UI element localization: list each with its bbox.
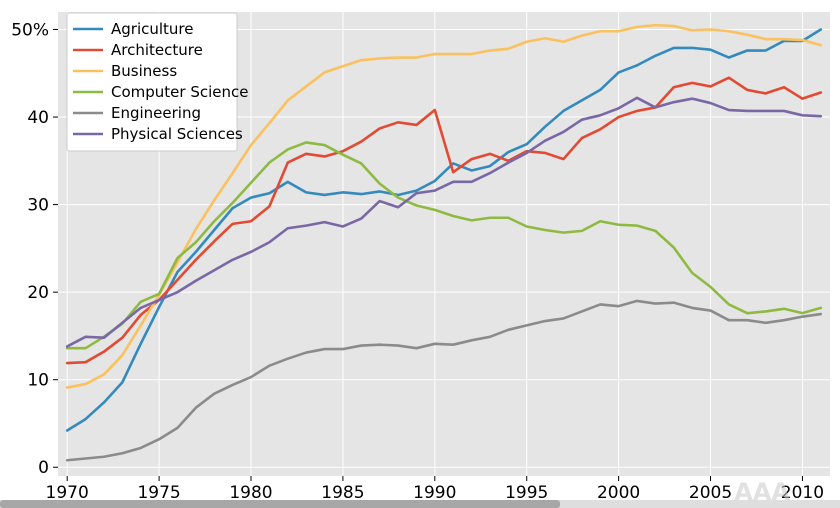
y-tick-label: 30 [27,196,49,216]
legend-label: Business [111,62,177,80]
y-tick-label: 50% [11,21,49,41]
legend-label: Computer Science [111,83,248,101]
y-tick-label: 40 [27,108,49,128]
legend-label: Architecture [111,41,203,59]
chart-container: 1970197519801985199019952000200520100102… [0,0,840,508]
legend-label: Physical Sciences [111,125,243,143]
y-tick-label: 0 [38,458,49,478]
line-chart-svg: 1970197519801985199019952000200520100102… [0,0,840,508]
legend-label: Engineering [111,104,201,122]
legend-label: Agriculture [111,20,194,38]
h-scrollbar-thumb[interactable] [0,500,560,508]
y-tick-label: 10 [27,371,49,391]
y-tick-label: 20 [27,283,49,303]
